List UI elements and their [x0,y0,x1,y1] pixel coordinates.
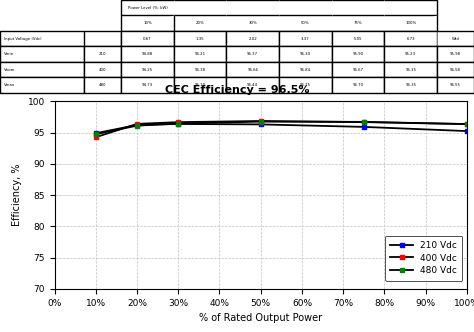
210 Vdc [361,125,367,129]
480 Vdc [464,122,470,126]
210 Vdc [175,122,181,126]
400 Vdc [93,135,99,139]
Line: 210 Vdc: 210 Vdc [93,122,469,136]
Line: 480 Vdc: 480 Vdc [93,119,469,137]
Text: CEC Efficiency = 96.5%: CEC Efficiency = 96.5% [165,85,309,95]
Legend: 210 Vdc, 400 Vdc, 480 Vdc: 210 Vdc, 400 Vdc, 480 Vdc [385,235,462,281]
Y-axis label: Efficiency, %: Efficiency, % [12,164,22,226]
210 Vdc [134,123,140,127]
480 Vdc [361,120,367,124]
210 Vdc [464,129,470,133]
480 Vdc [134,124,140,127]
480 Vdc [93,132,99,136]
400 Vdc [134,122,140,126]
400 Vdc [464,122,470,126]
210 Vdc [258,123,264,126]
400 Vdc [361,120,367,124]
X-axis label: % of Rated Output Power: % of Rated Output Power [199,313,322,323]
480 Vdc [258,120,264,124]
Line: 400 Vdc: 400 Vdc [93,119,469,140]
400 Vdc [258,119,264,123]
210 Vdc [93,131,99,135]
400 Vdc [175,120,181,124]
480 Vdc [175,122,181,125]
